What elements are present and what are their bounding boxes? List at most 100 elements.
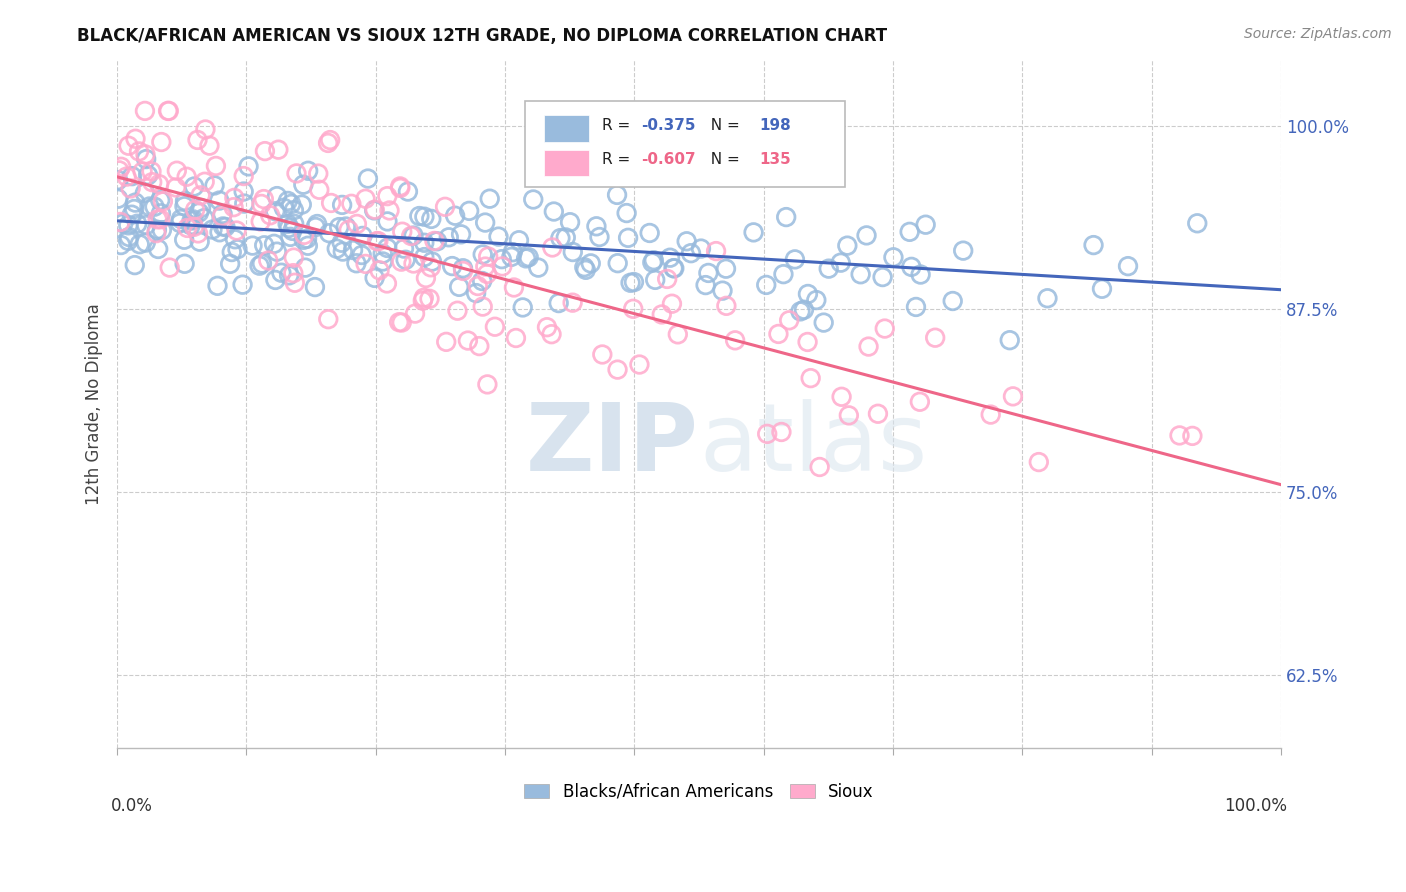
Point [364, 202, 387, 217]
Point [606, 362, 628, 376]
Point [319, 196, 342, 211]
Point [157, 103, 180, 118]
Point [855, 228, 877, 243]
Point [134, 186, 156, 200]
Point [242, 238, 264, 252]
Point [849, 267, 872, 281]
Point [697, 266, 720, 280]
Point [146, 212, 169, 227]
Point [690, 242, 713, 256]
Point [503, 280, 526, 294]
Point [295, 232, 318, 246]
Point [232, 185, 254, 199]
Point [621, 301, 644, 316]
Point [515, 252, 537, 266]
Point [375, 277, 398, 291]
Point [204, 178, 226, 193]
Point [121, 208, 143, 222]
Point [340, 196, 363, 211]
Point [451, 264, 474, 278]
Point [540, 327, 562, 342]
Point [112, 216, 135, 230]
Point [522, 193, 544, 207]
Point [165, 180, 187, 194]
Point [150, 135, 173, 149]
Point [628, 358, 651, 372]
Point [606, 187, 628, 202]
Point [415, 271, 437, 285]
Point [831, 390, 853, 404]
Point [180, 213, 202, 227]
Point [208, 194, 231, 208]
Point [664, 261, 686, 276]
Point [502, 245, 524, 260]
Bar [544, 115, 589, 142]
Point [117, 219, 139, 233]
Point [457, 334, 479, 348]
Point [141, 164, 163, 178]
Legend: Blacks/African Americans, Sioux: Blacks/African Americans, Sioux [516, 774, 882, 809]
Point [704, 244, 727, 258]
Point [135, 235, 157, 250]
Point [866, 407, 889, 421]
Point [437, 230, 460, 244]
Point [183, 212, 205, 227]
Point [1116, 259, 1139, 273]
Point [471, 274, 494, 288]
Point [211, 210, 233, 224]
Point [193, 211, 215, 226]
Point [550, 231, 572, 245]
Point [451, 261, 474, 276]
Point [806, 293, 828, 307]
Point [318, 226, 340, 240]
Point [679, 246, 702, 260]
Point [253, 144, 276, 158]
Point [389, 254, 412, 268]
Point [1083, 238, 1105, 252]
Point [391, 316, 413, 330]
Point [190, 188, 212, 202]
Point [307, 167, 329, 181]
Point [547, 296, 569, 310]
Point [450, 227, 472, 242]
Point [399, 229, 422, 244]
Point [412, 293, 434, 308]
Point [517, 250, 540, 264]
Point [800, 371, 823, 385]
Point [367, 234, 389, 248]
Point [910, 268, 932, 282]
Point [475, 267, 498, 281]
Point [249, 259, 271, 273]
Point [1181, 429, 1204, 443]
Point [378, 203, 401, 218]
Text: BLACK/AFRICAN AMERICAN VS SIOUX 12TH GRADE, NO DIPLOMA CORRELATION CHART: BLACK/AFRICAN AMERICAN VS SIOUX 12TH GRA… [77, 27, 887, 45]
Point [281, 224, 304, 238]
Point [150, 223, 173, 237]
Point [211, 207, 233, 221]
Point [120, 181, 142, 195]
Point [297, 163, 319, 178]
Point [404, 307, 426, 321]
Point [402, 256, 425, 270]
Text: 0.0%: 0.0% [111, 797, 153, 814]
Point [1036, 291, 1059, 305]
Point [212, 219, 235, 234]
Point [413, 235, 436, 250]
Point [420, 211, 443, 226]
Point [591, 347, 613, 361]
Point [292, 178, 315, 192]
Point [793, 302, 815, 317]
Point [659, 251, 682, 265]
Point [187, 227, 209, 241]
Point [444, 209, 467, 223]
Point [173, 233, 195, 247]
Point [446, 303, 468, 318]
Point [219, 257, 242, 271]
Text: 198: 198 [759, 118, 792, 133]
Point [190, 201, 212, 215]
Point [135, 152, 157, 166]
Point [221, 245, 243, 260]
Point [501, 250, 523, 264]
Point [858, 340, 880, 354]
Point [194, 175, 217, 189]
